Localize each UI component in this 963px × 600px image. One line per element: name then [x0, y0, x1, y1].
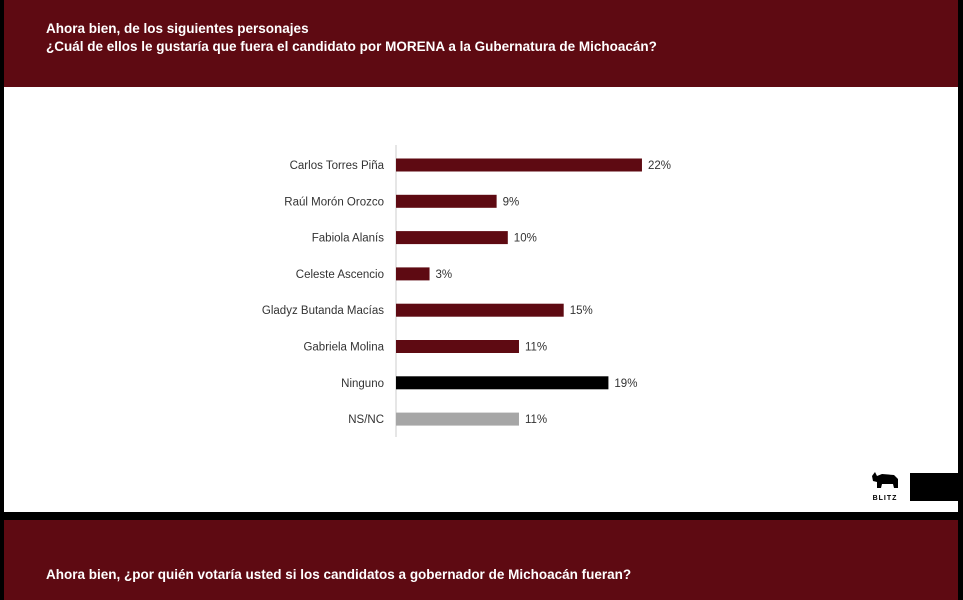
header-question: ¿Cuál de ellos le gustaría que fuera el …: [46, 39, 657, 54]
value-label: 9%: [503, 196, 520, 208]
value-label: 11%: [525, 414, 547, 426]
value-label: 15%: [570, 305, 593, 317]
category-label: Fabiola Alanís: [312, 233, 384, 245]
category-label: Celeste Ascencio: [296, 269, 384, 281]
header-banner: Ahora bien, de los siguientes personajes…: [4, 0, 958, 87]
category-label: Gladyz Butanda Macías: [262, 305, 384, 317]
value-label: 3%: [436, 269, 453, 281]
logo-text: BLITZ: [872, 495, 898, 502]
value-label: 10%: [514, 233, 537, 245]
bar: [396, 194, 497, 208]
bar: [396, 267, 430, 281]
black-box: [910, 473, 958, 501]
next-slide-title: Ahora bien, ¿por quién votaría usted si …: [46, 567, 632, 582]
blitz-logo: BLITZ: [866, 470, 904, 502]
chart-panel: [4, 87, 958, 512]
bar: [396, 303, 564, 317]
bar: [396, 340, 519, 353]
category-label: Gabriela Molina: [303, 342, 384, 354]
value-label: 22%: [648, 160, 671, 172]
category-label: Carlos Torres Piña: [290, 160, 385, 172]
bar: [396, 231, 508, 245]
category-label: Raúl Morón Orozco: [284, 196, 384, 208]
next-slide-banner: Ahora bien, ¿por quién votaría usted si …: [4, 520, 958, 600]
header-line-1: Ahora bien, de los siguientes personajes: [46, 21, 309, 36]
category-label: Ninguno: [341, 378, 384, 390]
rhino-icon: [872, 472, 898, 488]
bar: [396, 412, 519, 426]
bar: [396, 158, 642, 172]
value-label: 19%: [614, 378, 637, 390]
category-label: NS/NC: [348, 414, 384, 426]
value-label: 11%: [525, 342, 547, 354]
bar: [396, 376, 609, 390]
